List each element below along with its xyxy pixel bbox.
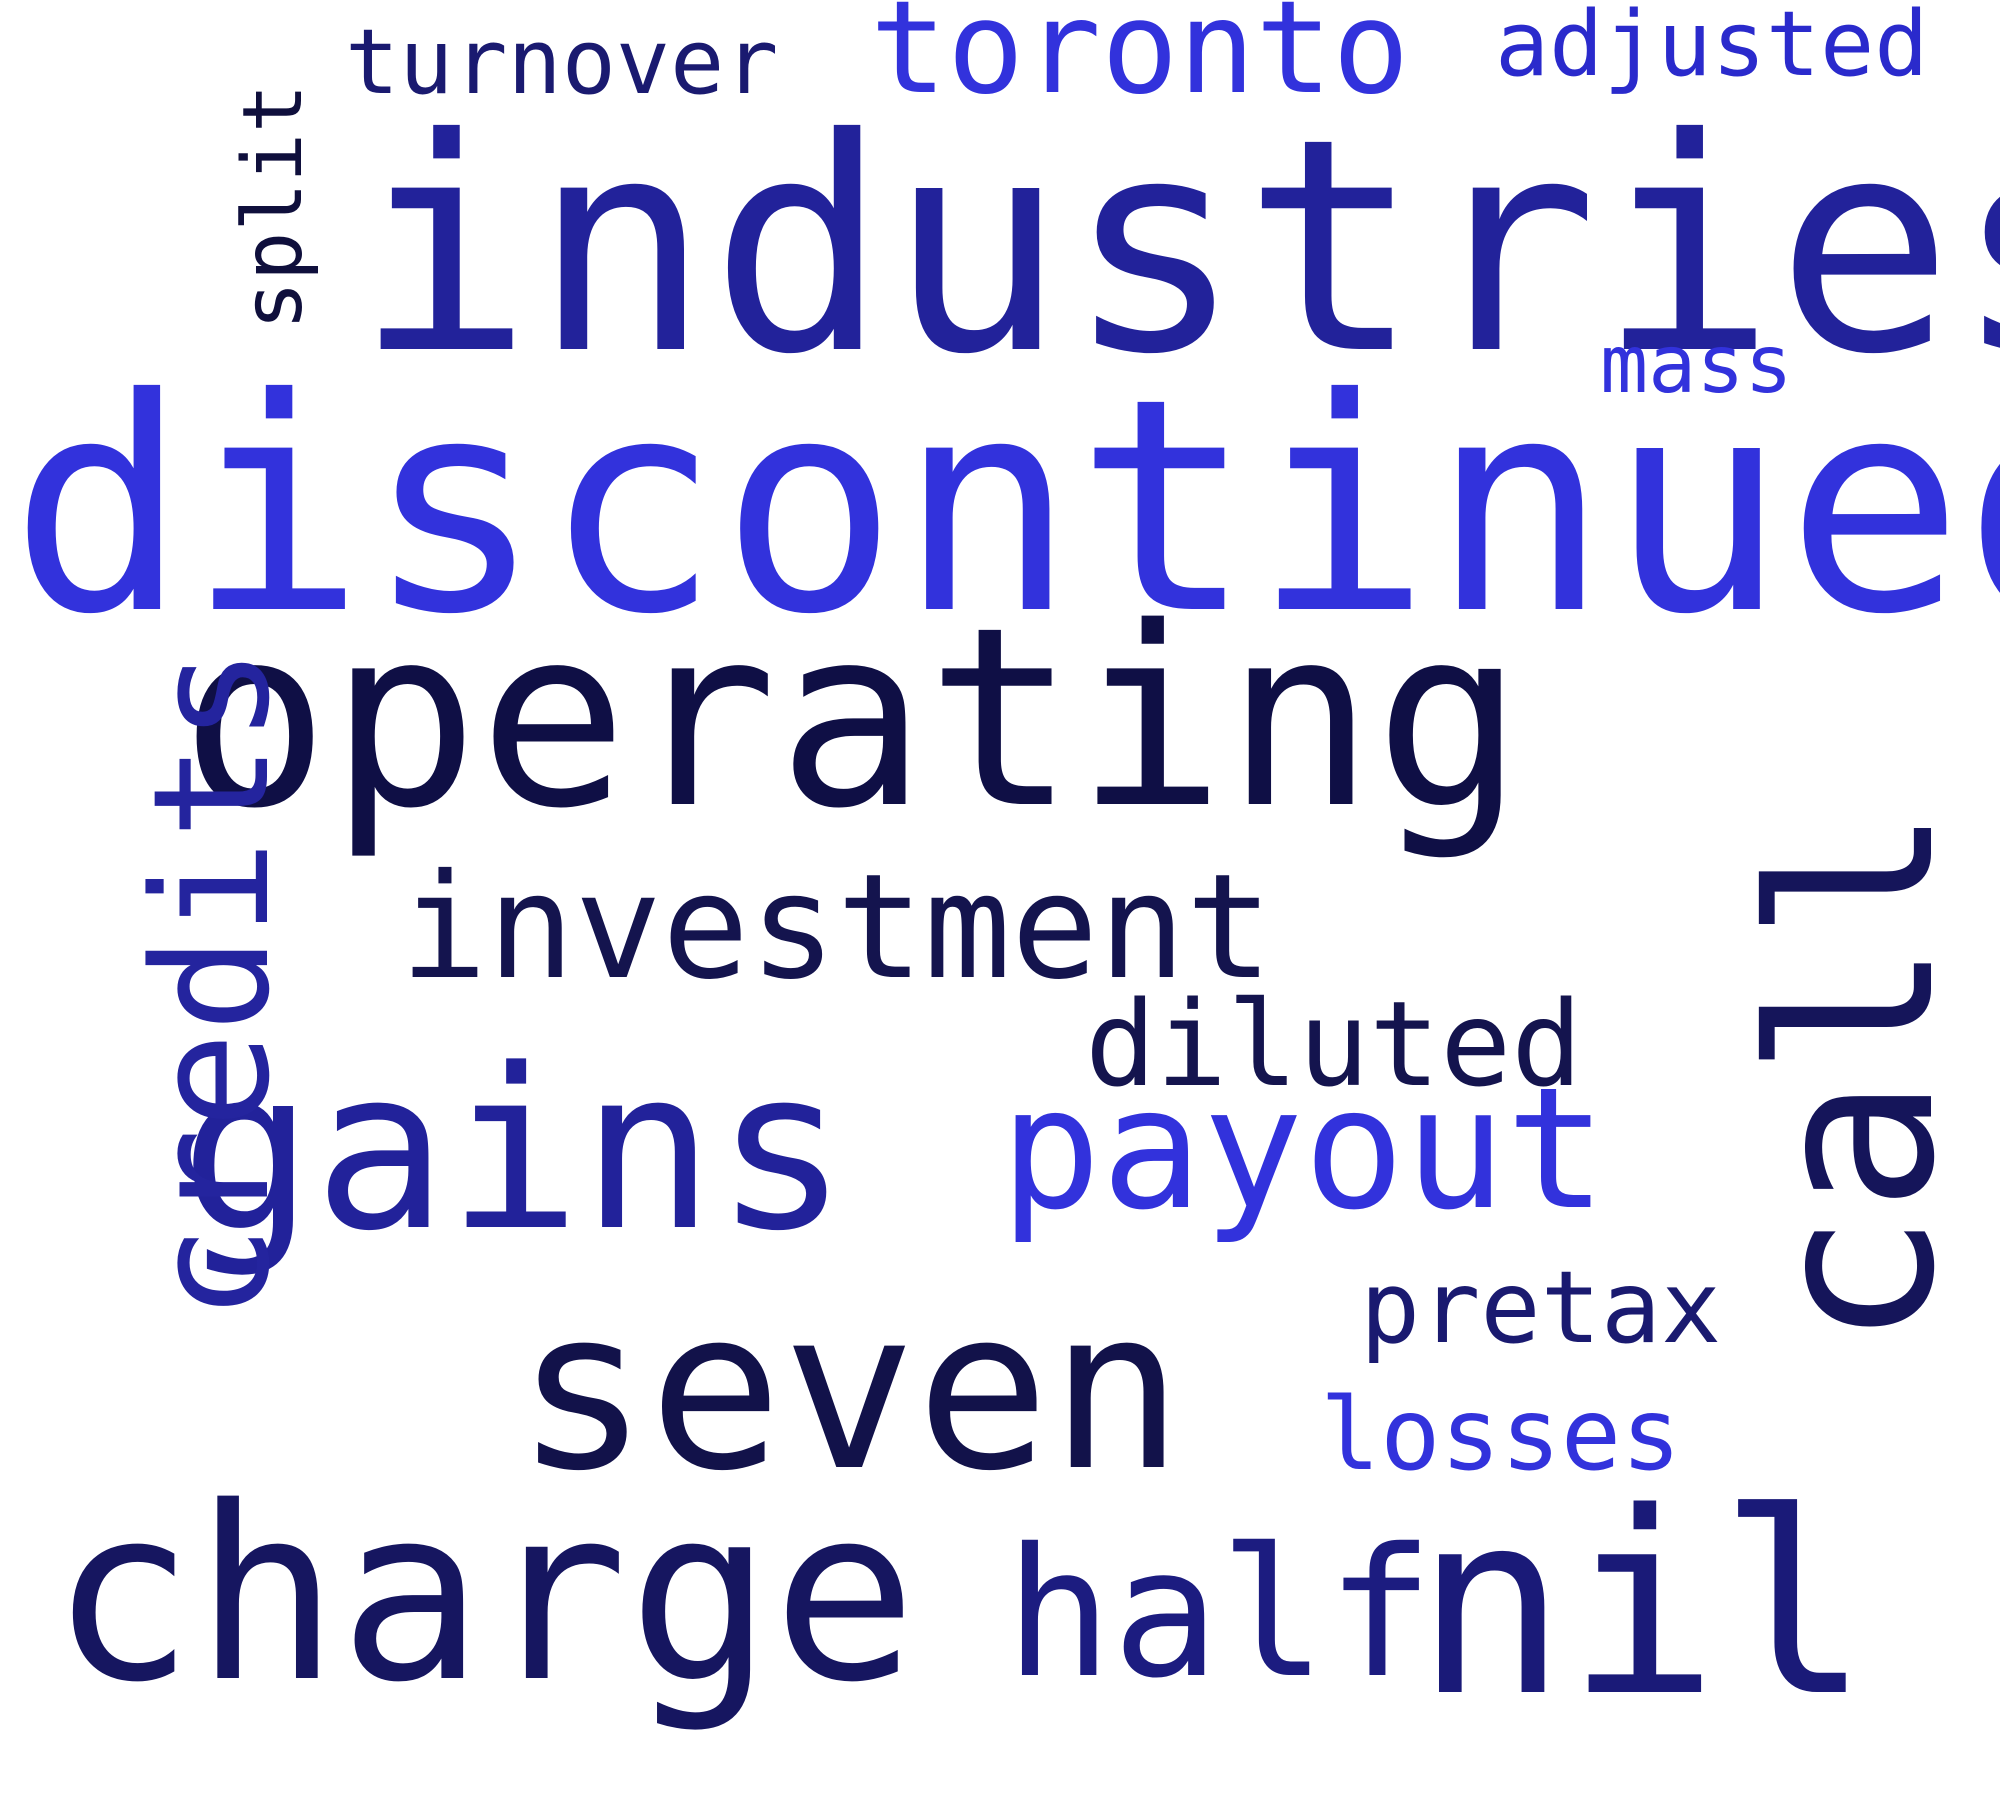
word-mass: mass: [1600, 318, 1793, 411]
word-payout: payout: [1000, 1051, 1607, 1247]
word-toronto: toronto: [870, 0, 1410, 123]
word-call: call: [1723, 806, 1985, 1348]
word-half: half: [1005, 1510, 1434, 1717]
word-credits: credits: [118, 646, 305, 1322]
word-operating: operating: [180, 575, 1524, 863]
word-diluted: diluted: [1085, 975, 1583, 1113]
word-industries: industries: [355, 75, 2000, 419]
word-adjusted: adjusted: [1495, 0, 1929, 97]
word-gains: gains: [180, 1022, 849, 1280]
word-turnover: turnover: [345, 10, 779, 115]
word-charge: charge: [50, 1455, 917, 1735]
word-pretax: pretax: [1360, 1249, 1722, 1366]
word-split: split: [226, 83, 321, 331]
word-nil: nil: [1415, 1459, 1871, 1752]
word-discontinued: discontinued: [10, 335, 2000, 679]
word-losses: losses: [1320, 1376, 1682, 1493]
word-seven: seven: [515, 1262, 1184, 1520]
word-investment: investment: [400, 843, 1273, 1012]
